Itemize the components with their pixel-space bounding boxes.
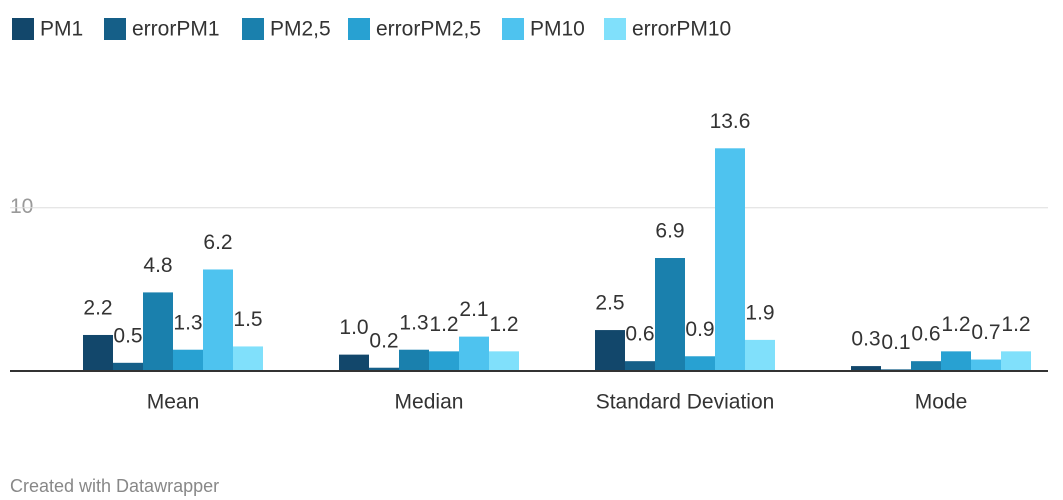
- legend-label: PM10: [530, 18, 585, 41]
- bar: [595, 330, 625, 371]
- legend-swatch: [348, 18, 370, 40]
- value-label: 0.5: [113, 324, 142, 347]
- x-tick-label: Standard Deviation: [596, 391, 775, 414]
- y-tick-label: 10: [10, 195, 33, 218]
- legend-swatch: [12, 18, 34, 40]
- bar: [489, 351, 519, 371]
- value-label: 1.0: [339, 316, 368, 339]
- legend-label: errorPM10: [632, 18, 731, 41]
- x-tick-label: Mode: [915, 391, 968, 414]
- value-label: 13.6: [710, 110, 751, 133]
- bar: [113, 362, 143, 371]
- legend-label: errorPM2,5: [376, 18, 481, 41]
- bar: [851, 366, 881, 371]
- value-label: 0.6: [625, 323, 654, 346]
- value-label: 0.3: [851, 328, 880, 351]
- bar: [655, 258, 685, 371]
- legend-swatch: [502, 18, 524, 40]
- value-label: 1.3: [399, 311, 428, 334]
- bar: [83, 334, 113, 371]
- bar: [971, 359, 1001, 371]
- value-label: 2.1: [459, 298, 488, 321]
- value-label: 0.1: [881, 331, 910, 354]
- value-label: 2.5: [595, 292, 624, 315]
- value-label: 1.3: [173, 311, 202, 334]
- bar: [369, 367, 399, 371]
- legend-label: PM1: [40, 18, 83, 41]
- legend-swatch: [104, 18, 126, 40]
- legend-swatch: [242, 18, 264, 40]
- bar: [203, 269, 233, 371]
- value-label: 0.7: [971, 321, 1000, 344]
- credit: Created with Datawrapper: [10, 476, 219, 496]
- value-label: 0.6: [911, 323, 940, 346]
- x-tick-label: Median: [395, 391, 464, 414]
- value-label: 6.2: [203, 231, 232, 254]
- legend-label: PM2,5: [270, 18, 331, 41]
- legend-swatch: [604, 18, 626, 40]
- value-label: 1.2: [1001, 313, 1030, 336]
- bar: [941, 351, 971, 371]
- bar: [685, 356, 715, 371]
- bar: [399, 349, 429, 371]
- bar: [911, 361, 941, 371]
- value-label: 6.9: [655, 220, 684, 243]
- value-label: 1.2: [941, 313, 970, 336]
- value-label: 4.8: [143, 254, 172, 277]
- bar: [715, 148, 745, 371]
- value-label: 1.2: [429, 313, 458, 336]
- value-label: 1.5: [233, 308, 262, 331]
- value-label: 0.2: [369, 329, 398, 352]
- value-label: 0.9: [685, 318, 714, 341]
- bar: [143, 292, 173, 371]
- bar: [233, 346, 263, 371]
- value-label: 1.2: [489, 313, 518, 336]
- x-tick-label: Mean: [147, 391, 200, 414]
- value-label: 2.2: [83, 297, 112, 320]
- bar: [1001, 351, 1031, 371]
- value-label: 1.9: [745, 301, 774, 324]
- bar: [339, 354, 369, 371]
- legend-label: errorPM1: [132, 18, 220, 41]
- bar: [459, 336, 489, 371]
- bar: [625, 361, 655, 371]
- bar: [745, 339, 775, 371]
- bar: [429, 351, 459, 371]
- bar: [173, 349, 203, 371]
